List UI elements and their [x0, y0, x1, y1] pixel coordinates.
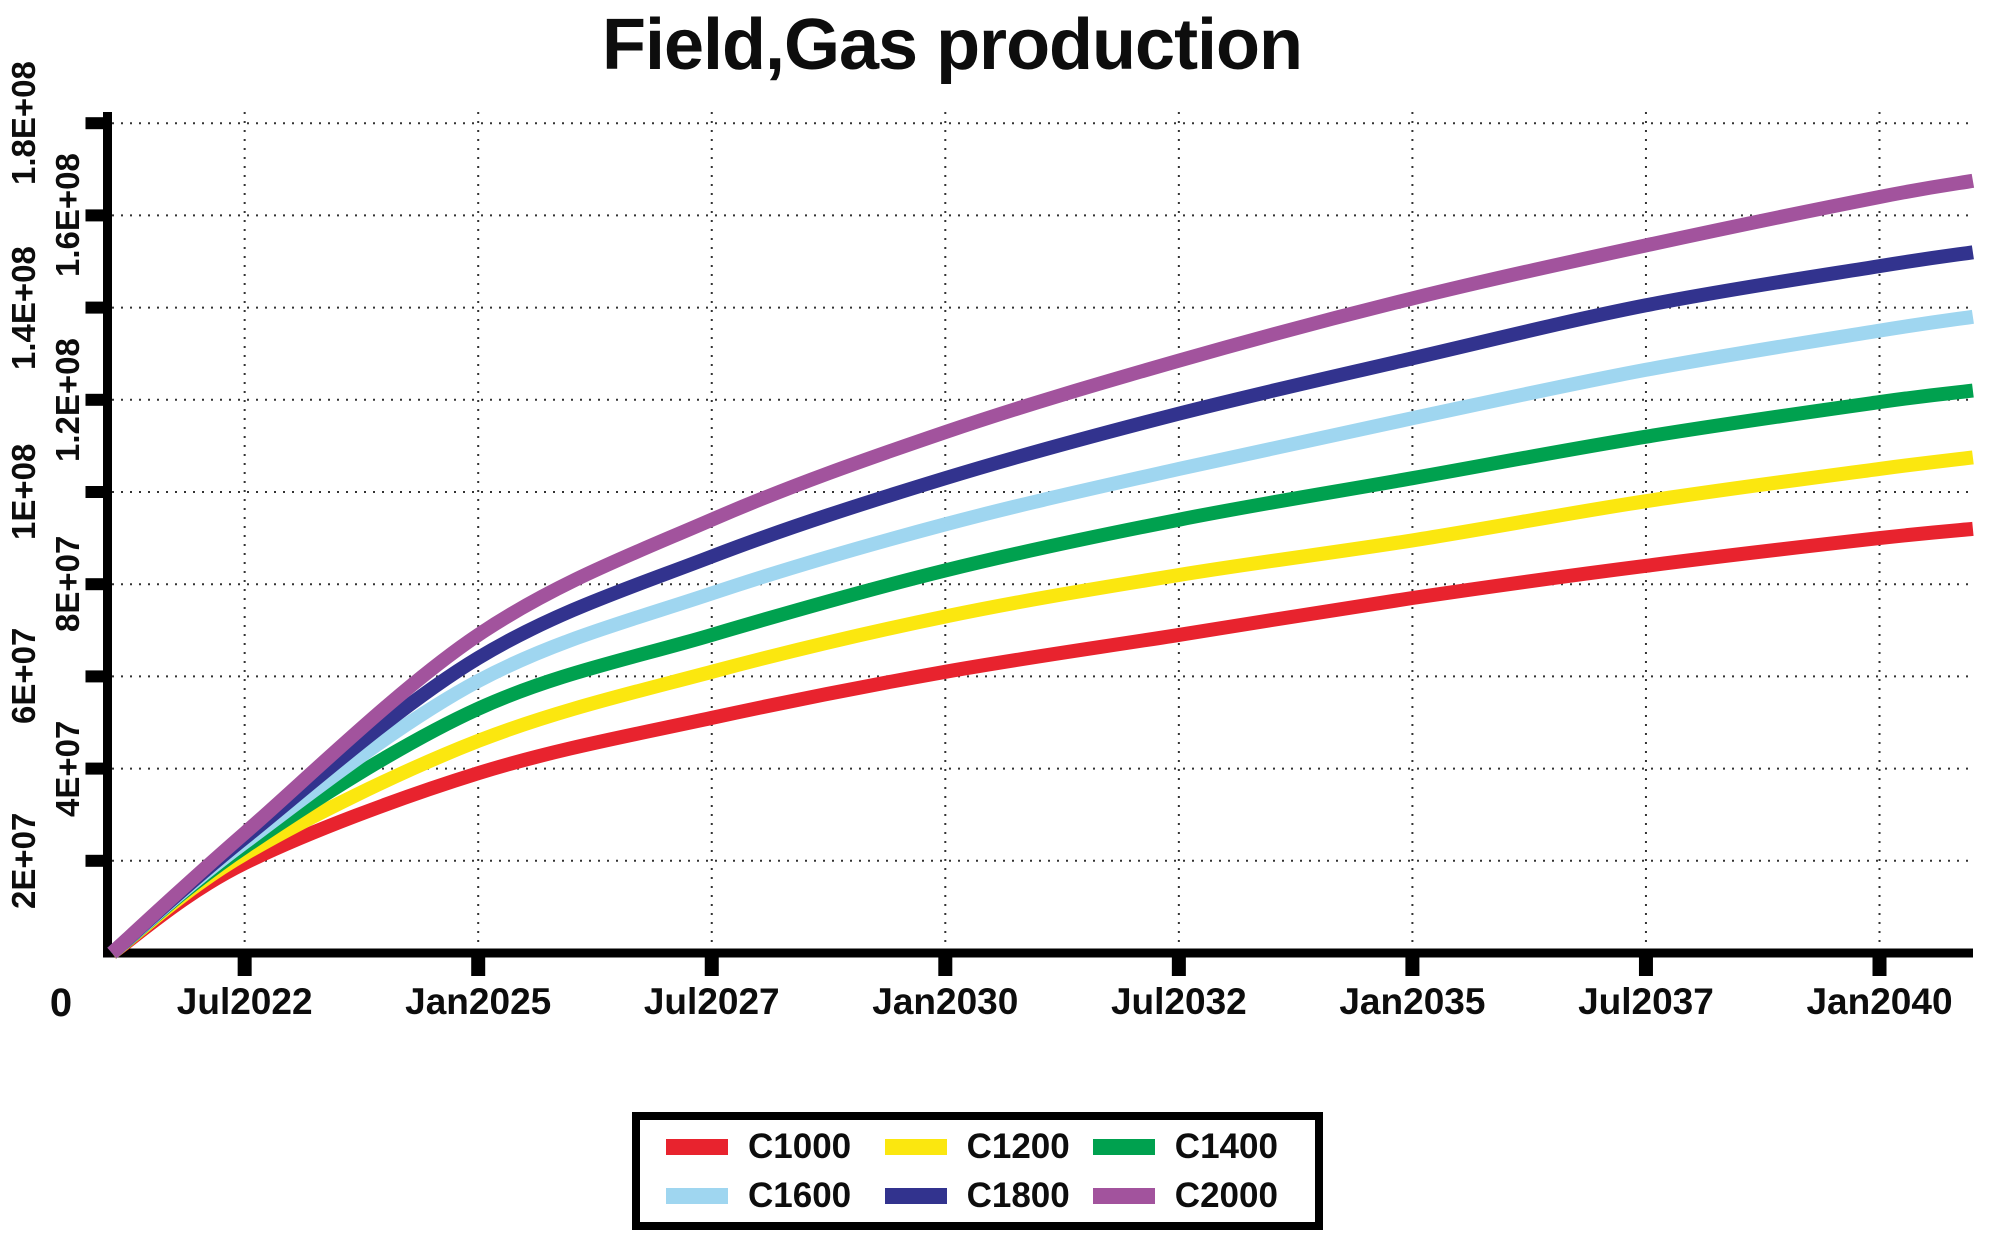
legend-item-c2000: C2000	[1092, 1176, 1301, 1215]
x-axis-tick	[1872, 957, 1887, 976]
x-axis-tick	[1405, 957, 1420, 976]
x-axis-tick	[1638, 957, 1653, 976]
y-axis-tick	[85, 486, 104, 498]
legend-item-c1800: C1800	[884, 1176, 1093, 1215]
series-line-c1000	[108, 521, 1974, 959]
y-tick-label-4e07: 4E+07	[49, 720, 86, 817]
y-tick-label-1e08: 1E+08	[5, 443, 42, 541]
x-tick-label-jan2025: Jan2025	[405, 981, 552, 1022]
y-tick-label-1.4e08: 1.4E+08	[5, 245, 42, 370]
y-tick-label-8e07: 8E+07	[49, 536, 86, 633]
legend: C1000 C1200 C1400 C1600 C1800 C2000	[632, 1112, 1323, 1230]
legend-label-c1200: C1200	[966, 1127, 1070, 1166]
x-tick-label-jul2037: Jul2037	[1578, 981, 1714, 1022]
chart-title: Field,Gas production	[601, 5, 1303, 85]
x-axis-origin-label: 0	[49, 981, 73, 1025]
legend-swatch-c1000	[666, 1138, 728, 1155]
y-axis-tick	[85, 670, 104, 683]
series-line-c1200	[107, 450, 1974, 959]
legend-item-c1600: C1600	[666, 1178, 885, 1213]
x-tick-label-jul2027: Jul2027	[643, 981, 780, 1022]
y-axis-tick	[85, 762, 104, 775]
x-tick-label-jan2035: Jan2035	[1339, 981, 1486, 1022]
legend-item-c1400: C1400	[1092, 1127, 1301, 1166]
legend-label-c1000: C1000	[748, 1127, 852, 1166]
x-tick-label-jan2040: Jan2040	[1806, 981, 1953, 1022]
y-tick-label-6e07: 6E+07	[5, 628, 42, 725]
legend-label-c1400: C1400	[1174, 1127, 1278, 1166]
x-axis-tick	[1171, 957, 1186, 976]
series-line-c1400	[107, 383, 1974, 959]
y-axis-tick	[85, 854, 104, 867]
x-axis-tick	[938, 957, 953, 976]
legend-swatch-c2000	[1092, 1187, 1155, 1204]
y-axis-tick	[85, 578, 104, 591]
y-axis-tick	[85, 393, 104, 406]
legend-label-c1600: C1600	[748, 1176, 852, 1215]
y-axis-tick	[85, 117, 104, 130]
legend-swatch-c1400	[1092, 1138, 1155, 1155]
legend-item-c1200: C1200	[884, 1127, 1093, 1166]
legend-label-c2000: C2000	[1174, 1176, 1278, 1215]
x-axis-tick	[704, 957, 719, 976]
y-axis-tick	[85, 209, 104, 222]
y-axis-tick	[85, 301, 104, 314]
y-tick-label-1.8e08: 1.8E+08	[5, 61, 42, 186]
y-tick-label-2e07: 2E+07	[5, 812, 42, 909]
x-tick-label-jan2030: Jan2030	[872, 981, 1019, 1022]
x-axis-tick	[237, 957, 252, 976]
legend-item-c1000: C1000	[666, 1129, 885, 1164]
y-tick-label-1.2e08: 1.2E+08	[49, 337, 86, 462]
legend-label-c1800: C1800	[966, 1176, 1070, 1215]
x-tick-label-jul2022: Jul2022	[176, 981, 313, 1022]
x-axis-tick	[471, 957, 486, 976]
legend-swatch-c1200	[884, 1138, 947, 1155]
series-line-c2000	[107, 173, 1975, 959]
x-tick-label-jul2032: Jul2032	[1110, 981, 1247, 1022]
legend-swatch-c1600	[666, 1187, 728, 1204]
legend-swatch-c1800	[884, 1187, 947, 1204]
series-line-c1800	[107, 245, 1974, 959]
series-line-c1600	[107, 309, 1974, 959]
y-tick-label-1.6e08: 1.6E+08	[49, 153, 86, 278]
